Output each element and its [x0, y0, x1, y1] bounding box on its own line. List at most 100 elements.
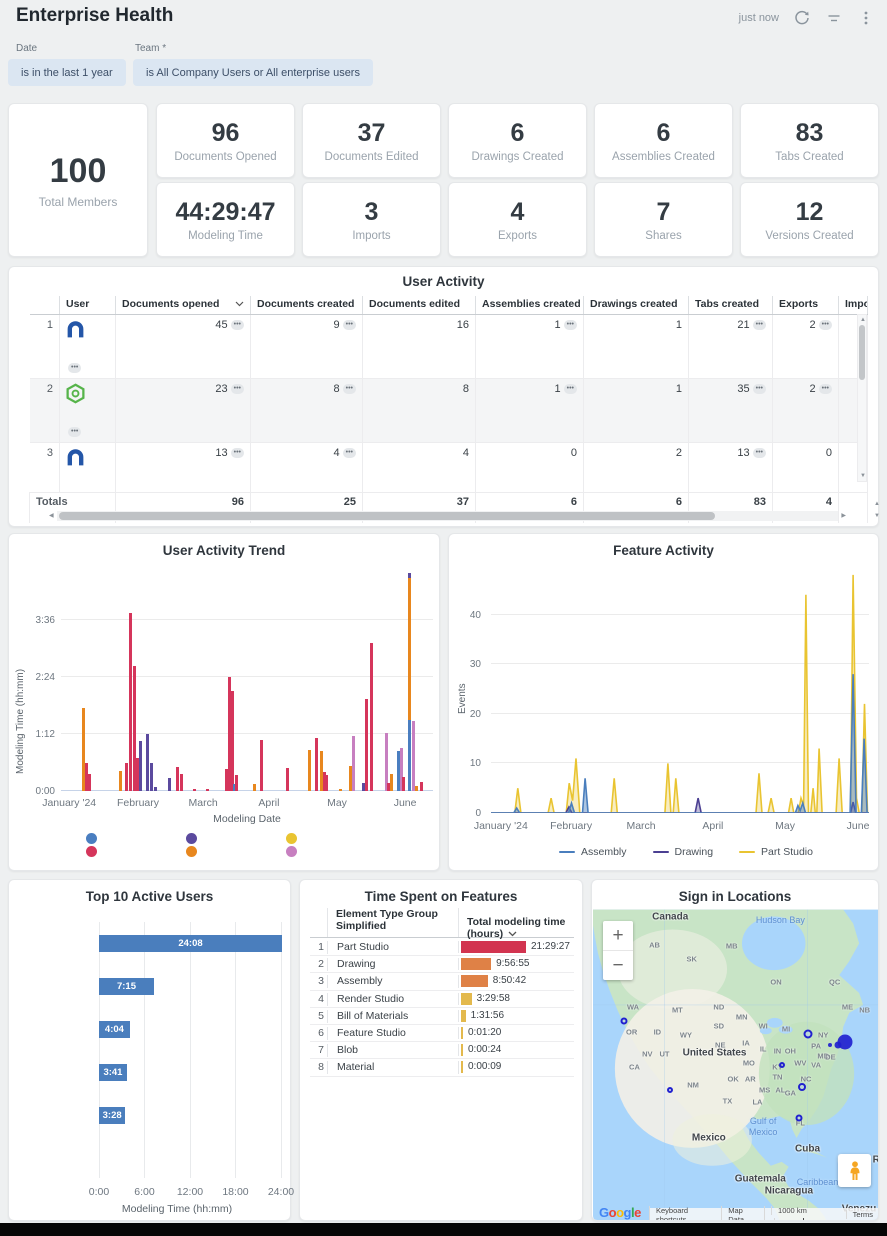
top-user-bar[interactable]: 24:08 [99, 935, 282, 952]
trend-bar[interactable] [180, 774, 183, 791]
drill-menu-pill[interactable]: ••• [343, 320, 356, 330]
zoom-in-button[interactable]: + [603, 921, 633, 951]
legend-dot-orange[interactable] [186, 846, 197, 857]
time-spent-header[interactable]: Element Type Group Simplified Total mode… [310, 908, 574, 938]
trend-bar[interactable] [176, 767, 179, 791]
trend-bar[interactable] [390, 774, 393, 791]
trend-bar[interactable] [125, 763, 128, 791]
kebab-menu-icon[interactable] [857, 9, 875, 27]
trend-bar[interactable] [408, 720, 411, 791]
trend-bar[interactable] [154, 787, 157, 791]
drill-menu-pill[interactable]: ••• [343, 448, 356, 458]
sign-in-marker[interactable] [621, 1018, 628, 1025]
user-avatar-cell[interactable]: ••• [60, 379, 116, 443]
time-spent-row[interactable]: 6Feature Studio0:01:20 [310, 1025, 574, 1042]
refresh-icon[interactable] [793, 9, 811, 27]
map-data-link[interactable]: Map Data [721, 1206, 764, 1222]
keyboard-shortcuts-link[interactable]: Keyboard shortcuts [649, 1206, 721, 1222]
trend-bar[interactable] [408, 573, 411, 578]
column-header-documents-opened[interactable]: Documents opened [116, 296, 251, 315]
legend-dot-pink[interactable] [286, 846, 297, 857]
user-avatar-cell[interactable] [60, 443, 116, 493]
trend-bar[interactable] [349, 766, 352, 791]
column-header-drawings-created[interactable]: Drawings created [584, 296, 689, 315]
time-spent-row[interactable]: 1Part Studio21:29:27 [310, 939, 574, 956]
feature-series-svg[interactable] [491, 565, 869, 813]
drill-menu-pill[interactable]: ••• [819, 384, 832, 394]
user-avatar-icon[interactable] [65, 447, 86, 471]
drill-menu-pill[interactable]: ••• [231, 448, 244, 458]
trend-bar[interactable] [235, 775, 238, 791]
trend-bar[interactable] [362, 783, 365, 791]
legend-item-drawing[interactable]: Drawing [653, 846, 714, 858]
map-canvas[interactable]: CanadaUnited StatesMexicoCubaPuerto RGua… [593, 909, 879, 1221]
trend-bar[interactable] [193, 789, 196, 791]
zoom-out-button[interactable]: − [603, 951, 633, 980]
top-user-bar[interactable]: 4:04 [99, 1021, 130, 1038]
drill-menu-pill[interactable]: ••• [231, 384, 244, 394]
user-avatar-icon[interactable] [65, 383, 86, 407]
time-spent-row[interactable]: 8Material0:00:09 [310, 1059, 574, 1076]
trend-bar[interactable] [119, 771, 122, 791]
trend-bar[interactable] [260, 740, 263, 791]
trend-bar[interactable] [206, 789, 209, 791]
table-horizontal-scrollbar[interactable] [57, 511, 838, 521]
sign-in-marker[interactable] [779, 1062, 785, 1068]
trend-bar[interactable] [402, 777, 405, 791]
trend-bar[interactable] [168, 778, 171, 791]
trend-bar[interactable] [365, 699, 368, 791]
time-spent-row[interactable]: 4Render Studio3:29:58 [310, 991, 574, 1008]
user-avatar-cell[interactable]: ••• [60, 315, 116, 379]
trend-bar[interactable] [339, 789, 342, 791]
legend-item-part-studio[interactable]: Part Studio [739, 846, 813, 858]
trend-bar[interactable] [231, 691, 234, 791]
date-filter-chip[interactable]: is in the last 1 year [8, 59, 126, 86]
trend-bar[interactable] [408, 578, 411, 720]
drill-menu-pill[interactable]: ••• [753, 448, 766, 458]
trend-bar[interactable] [315, 738, 318, 791]
drill-menu-pill[interactable]: ••• [343, 384, 356, 394]
trend-bar[interactable] [415, 786, 418, 791]
user-avatar-icon[interactable] [65, 319, 86, 343]
top-user-bar[interactable]: 3:41 [99, 1064, 127, 1081]
table-vertical-scrollbar[interactable]: ▲ ▼ [857, 314, 867, 482]
time-spent-row[interactable]: 3Assembly8:50:42 [310, 973, 574, 990]
sign-in-marker[interactable] [795, 1115, 802, 1122]
legend-item-assembly[interactable]: Assembly [559, 846, 627, 858]
pegman-button[interactable] [838, 1154, 871, 1187]
time-spent-row[interactable]: 5Bill of Materials1:31:56 [310, 1008, 574, 1025]
team-filter-chip[interactable]: is All Company Users or All enterprise u… [133, 59, 373, 86]
trend-bar[interactable] [253, 784, 256, 791]
trend-bar[interactable] [88, 774, 91, 791]
trend-bar[interactable] [139, 741, 142, 791]
trend-bar[interactable] [308, 750, 311, 791]
time-spent-row[interactable]: 2Drawing9:56:55 [310, 956, 574, 973]
top-user-bar[interactable]: 3:28 [99, 1107, 125, 1124]
column-header-exports[interactable]: Exports [773, 296, 839, 315]
trend-bar[interactable] [370, 643, 373, 791]
column-header-imports[interactable]: Imports [839, 296, 868, 315]
column-header-tabs-created[interactable]: Tabs created [689, 296, 773, 315]
drill-menu-pill[interactable]: ••• [753, 320, 766, 330]
top-user-bar[interactable]: 7:15 [99, 978, 154, 995]
filter-icon[interactable] [825, 9, 843, 27]
google-logo[interactable]: Google [599, 1205, 641, 1220]
trend-bar[interactable] [286, 768, 289, 791]
column-header-user[interactable]: User [60, 296, 116, 315]
sign-in-marker[interactable] [828, 1043, 832, 1047]
sign-in-marker[interactable] [803, 1029, 812, 1038]
drill-menu-pill[interactable]: ••• [564, 320, 577, 330]
column-header-assemblies-created[interactable]: Assemblies created [476, 296, 584, 315]
trend-bar[interactable] [412, 721, 415, 791]
drill-menu-pill[interactable]: ••• [68, 363, 81, 373]
legend-dot-purple[interactable] [186, 833, 197, 844]
drill-menu-pill[interactable]: ••• [819, 320, 832, 330]
sign-in-marker[interactable] [667, 1087, 673, 1093]
time-spent-row[interactable]: 7Blob0:00:24 [310, 1042, 574, 1059]
trend-bar[interactable] [150, 763, 153, 791]
column-header-documents-created[interactable]: Documents created [251, 296, 363, 315]
legend-dot-blue[interactable] [86, 833, 97, 844]
trend-bar[interactable] [146, 734, 149, 791]
trend-bar[interactable] [325, 775, 328, 791]
trend-bar[interactable] [352, 736, 355, 791]
